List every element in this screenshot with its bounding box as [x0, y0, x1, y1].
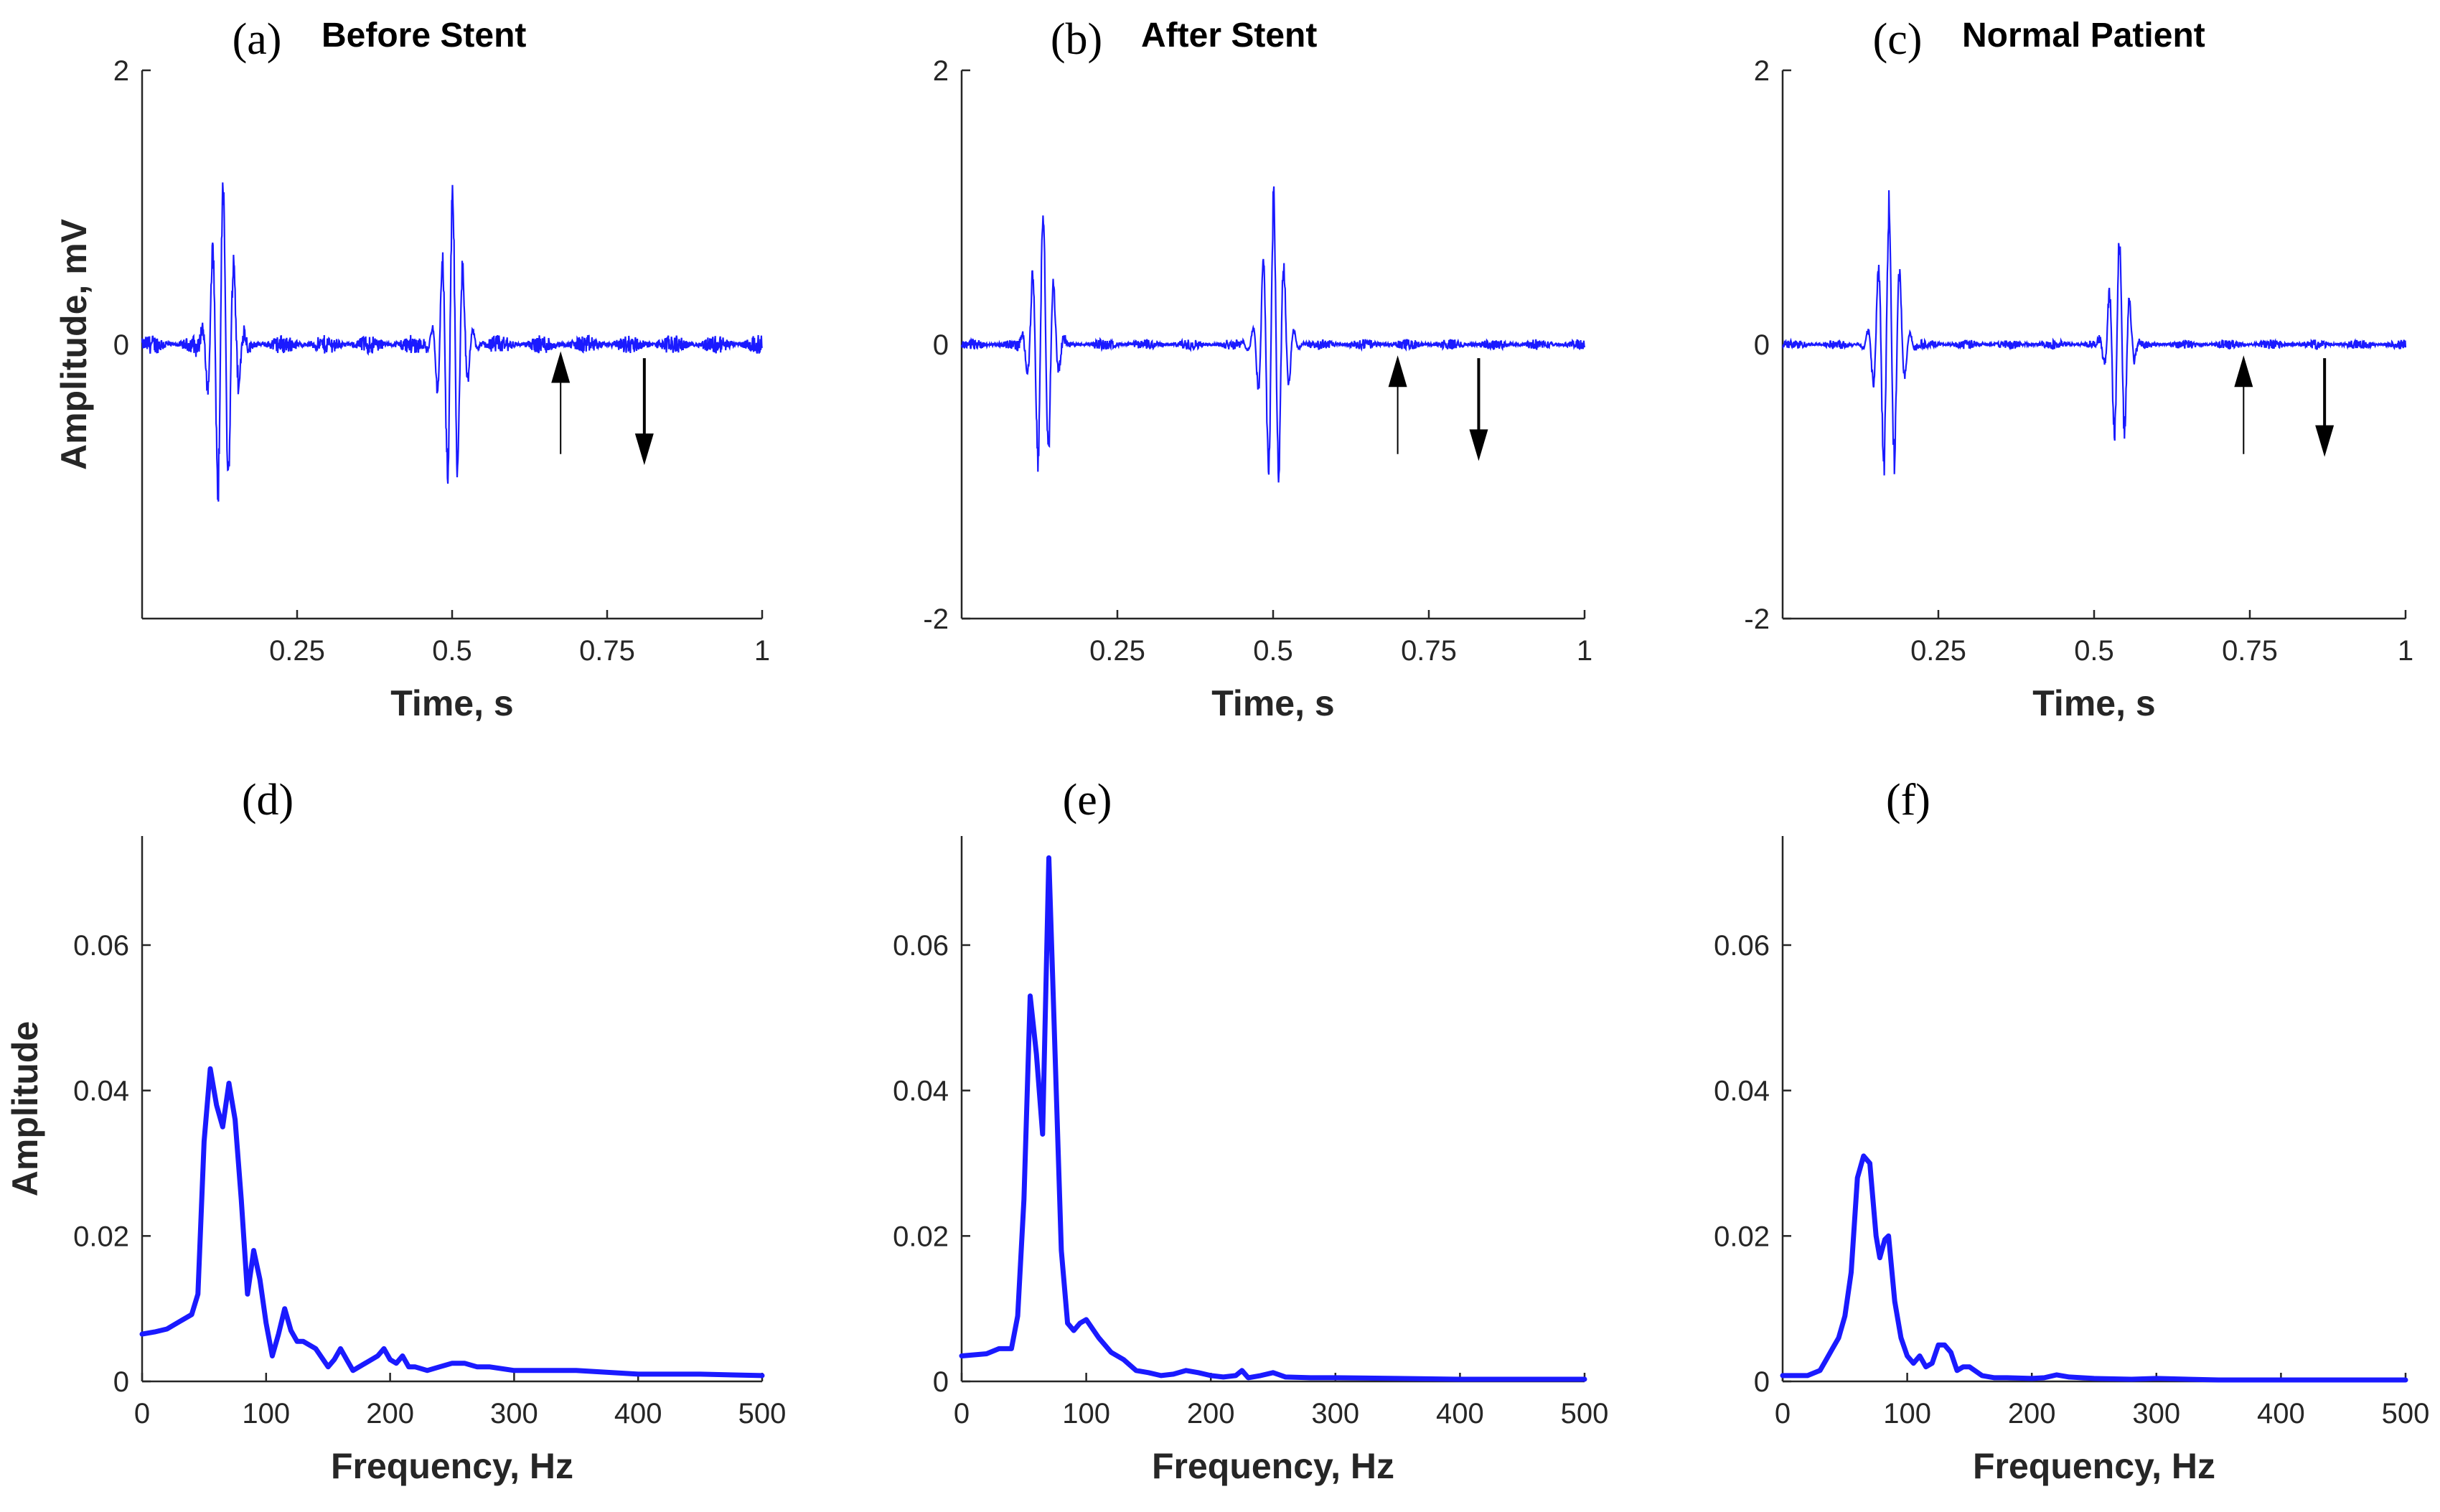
- panel-title: Before Stent: [322, 17, 526, 55]
- x-tick-label: 100: [1883, 1398, 1931, 1429]
- panel-title: After Stent: [1141, 17, 1317, 55]
- x-axis-title: Time, s: [390, 683, 513, 723]
- y-tick-label: 0: [113, 1366, 129, 1398]
- x-tick-label: 300: [1311, 1398, 1359, 1429]
- x-tick-label: 300: [2132, 1398, 2180, 1429]
- y-tick-label: 0.04: [1714, 1076, 1770, 1107]
- spectrum-line: [139, 1066, 765, 1379]
- y-tick-label: 0.02: [1714, 1221, 1770, 1252]
- y-tick-label: 2: [933, 55, 949, 87]
- x-tick-label: 100: [242, 1398, 290, 1429]
- panel-letter: (a): [233, 15, 282, 64]
- y-tick-label: 0.04: [893, 1076, 949, 1107]
- y-tick-label: 0: [1754, 1366, 1770, 1398]
- y-tick-label: 0.02: [73, 1221, 129, 1252]
- y-tick-label: 2: [1754, 55, 1770, 87]
- x-axis-title: Frequency, Hz: [331, 1446, 573, 1486]
- x-tick-label: 500: [1561, 1398, 1609, 1429]
- x-tick-label: 200: [366, 1398, 414, 1429]
- panel-letter: (b): [1051, 15, 1102, 64]
- panel-title: Normal Patient: [1962, 17, 2205, 55]
- y-tick-label: 2: [113, 55, 129, 87]
- panel-b: 0.25 0.5 0.75 1 -2 0 2 Time, s (b) After Stent: [923, 15, 1592, 723]
- arrow-up-icon: [2234, 355, 2253, 388]
- panel-letter: (c): [1873, 15, 1923, 64]
- x-tick-label: 0.25: [1910, 635, 1966, 667]
- x-tick-label: 400: [2257, 1398, 2305, 1429]
- panel-d: 0 100 200 300 400 500 0 0.02 0.04 0.06 Frequency, …: [5, 776, 786, 1486]
- panel-e: 0 100 200 300 400 500 0 0.02 0.04 0.06 Frequency, …: [893, 776, 1608, 1486]
- signal-line: [1781, 190, 2407, 476]
- panel-c: 0.25 0.5 0.75 1 -2 0 2 Time, s (c) Normal Patient: [1744, 15, 2413, 723]
- x-tick-label: 0.75: [1401, 635, 1457, 667]
- panel-letter: (f): [1886, 776, 1930, 825]
- arrow-up-icon: [1388, 355, 1407, 388]
- x-tick-label: 0.75: [2222, 635, 2278, 667]
- spectrum-line: [959, 855, 1587, 1382]
- y-tick-label: -2: [923, 604, 949, 635]
- arrow-down-icon: [2315, 425, 2335, 457]
- arrow-down-icon: [634, 433, 654, 466]
- panel-letter: (e): [1063, 776, 1112, 825]
- y-tick-label: 0.02: [893, 1221, 949, 1252]
- x-tick-label: 400: [614, 1398, 662, 1429]
- signal-line: [960, 186, 1586, 483]
- x-tick-label: 1: [1577, 635, 1592, 667]
- y-tick-label: 0: [933, 329, 949, 361]
- y-tick-label: 0.04: [73, 1076, 129, 1107]
- y-tick-label: -2: [1744, 604, 1770, 635]
- panel-letter: (d): [242, 776, 294, 825]
- y-tick-label: 0.06: [893, 930, 949, 962]
- x-tick-label: 200: [2008, 1398, 2056, 1429]
- x-tick-label: 0: [954, 1398, 970, 1429]
- x-axis-title: Time, s: [2032, 683, 2155, 723]
- arrow-up-icon: [551, 351, 571, 383]
- x-tick-label: 500: [738, 1398, 787, 1429]
- x-axis-title: Frequency, Hz: [1152, 1446, 1394, 1486]
- x-tick-label: 1: [2398, 635, 2413, 667]
- x-tick-label: 0.25: [269, 635, 325, 667]
- signal-line: [141, 182, 764, 502]
- y-tick-label: 0: [113, 329, 129, 361]
- x-tick-label: 300: [490, 1398, 538, 1429]
- x-tick-label: 100: [1062, 1398, 1110, 1429]
- y-axis-title: Amplitude, mV: [54, 218, 94, 470]
- x-axis-title: Time, s: [1211, 683, 1334, 723]
- y-axis-title: Amplitude: [5, 1021, 45, 1196]
- x-axis-title: Frequency, Hz: [1973, 1446, 2215, 1486]
- y-tick-label: 0: [933, 1366, 949, 1398]
- x-tick-label: 500: [2382, 1398, 2430, 1429]
- y-tick-label: 0: [1754, 329, 1770, 361]
- x-tick-label: 0.5: [432, 635, 472, 667]
- spectrum-line: [1780, 1153, 2408, 1383]
- x-tick-label: 200: [1187, 1398, 1235, 1429]
- x-tick-label: 400: [1436, 1398, 1484, 1429]
- y-tick-label: 0.06: [1714, 930, 1770, 962]
- panel-a: 0.25 0.5 0.75 1 0 2 Time, s Amplitude, mV (a) Bef…: [54, 15, 770, 723]
- x-tick-label: 0: [1775, 1398, 1791, 1429]
- x-tick-label: 1: [754, 635, 770, 667]
- arrow-down-icon: [1469, 429, 1488, 461]
- panel-f: 0 100 200 300 400 500 0 0.02 0.04 0.06 Frequency, …: [1714, 776, 2429, 1486]
- x-tick-label: 0.25: [1089, 635, 1145, 667]
- x-tick-label: 0.5: [1253, 635, 1293, 667]
- x-tick-label: 0.75: [579, 635, 635, 667]
- x-tick-label: 0: [134, 1398, 150, 1429]
- y-tick-label: 0.06: [73, 930, 129, 962]
- x-tick-label: 0.5: [2074, 635, 2114, 667]
